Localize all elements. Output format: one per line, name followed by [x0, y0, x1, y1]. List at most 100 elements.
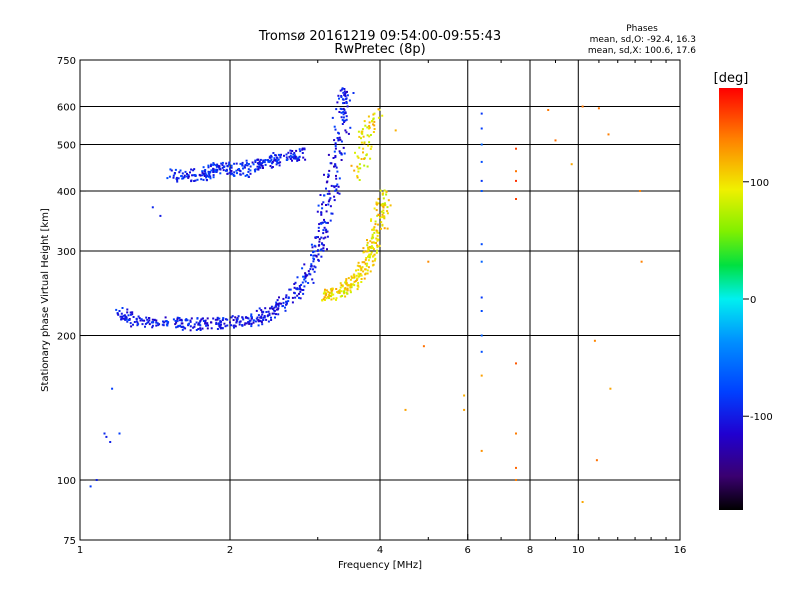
echo-point	[341, 98, 344, 101]
echo-point	[226, 324, 229, 327]
echo-point	[357, 167, 360, 170]
echo-point	[328, 190, 331, 193]
echo-point	[200, 318, 203, 321]
echo-point	[257, 324, 260, 327]
echo-point	[274, 316, 276, 319]
echo-point	[241, 316, 244, 319]
echo-point	[336, 291, 339, 293]
echo-point	[298, 288, 301, 291]
echo-point	[372, 254, 375, 257]
echo-point	[354, 280, 357, 283]
echo-point	[202, 166, 205, 169]
echo-point	[352, 283, 355, 286]
echo-point	[323, 226, 326, 229]
echo-point	[275, 313, 277, 316]
echo-point	[364, 273, 367, 276]
echo-point	[375, 251, 378, 254]
echo-point	[224, 169, 227, 172]
echo-point	[246, 174, 249, 176]
echo-point	[327, 176, 330, 178]
echo-point	[186, 175, 188, 178]
echo-point	[176, 316, 179, 319]
echo-point	[367, 248, 370, 251]
echo-point	[323, 290, 326, 293]
echo-point	[480, 243, 483, 246]
echo-point	[172, 174, 175, 177]
echo-point	[362, 247, 365, 250]
echo-point	[264, 307, 267, 310]
echo-point	[570, 163, 573, 166]
echo-point	[325, 289, 328, 292]
echo-point	[375, 209, 378, 212]
echo-point	[243, 165, 246, 168]
echo-point	[381, 216, 384, 219]
echo-point	[209, 177, 212, 180]
echo-point	[376, 249, 379, 252]
echo-point	[369, 134, 372, 136]
echo-point	[376, 231, 379, 234]
echo-point	[370, 145, 373, 148]
echo-point	[325, 231, 328, 234]
echo-point	[361, 266, 364, 269]
echo-point	[310, 254, 312, 257]
echo-point	[376, 203, 378, 206]
echo-point	[232, 324, 235, 327]
echo-point	[318, 223, 321, 226]
echo-point	[320, 236, 323, 239]
echo-point	[364, 124, 367, 127]
y-axis-ticks: 75 100 200 300 400 500 600 750	[57, 56, 86, 547]
echo-point	[123, 314, 126, 317]
echo-point	[343, 90, 346, 93]
echo-point	[197, 328, 200, 330]
echo-point	[115, 308, 118, 311]
echo-point	[334, 189, 337, 192]
echo-point	[250, 316, 253, 319]
echo-point	[212, 176, 215, 179]
echo-point	[221, 319, 224, 321]
echo-point	[370, 247, 373, 250]
echo-point	[238, 169, 241, 172]
echo-point	[357, 281, 360, 284]
echo-point	[327, 174, 330, 177]
echo-point	[346, 90, 348, 93]
echo-point	[199, 319, 202, 322]
echo-point	[350, 283, 353, 286]
echo-point	[323, 194, 326, 197]
echo-point	[291, 156, 294, 159]
echo-point	[380, 204, 383, 207]
echo-point	[331, 289, 334, 292]
echo-point	[376, 214, 379, 217]
echo-point	[270, 319, 273, 321]
echo-point	[289, 158, 292, 160]
echo-point	[369, 157, 372, 160]
echo-point	[358, 163, 361, 166]
echo-point	[346, 289, 349, 292]
echo-point	[322, 247, 325, 250]
echo-point	[283, 154, 285, 157]
echo-point	[298, 292, 300, 295]
echo-point	[371, 233, 374, 236]
echo-point	[350, 275, 353, 278]
echo-point	[212, 174, 215, 177]
echo-point	[235, 321, 238, 324]
echo-point	[215, 165, 218, 168]
echo-point	[347, 132, 350, 135]
echo-point	[135, 320, 138, 323]
echo-point	[126, 311, 129, 314]
echo-point	[120, 317, 123, 320]
echo-point	[295, 287, 298, 290]
echo-point	[313, 254, 316, 257]
echo-point	[207, 324, 209, 327]
echo-point	[343, 292, 346, 295]
echo-point	[180, 175, 183, 178]
echo-point	[95, 479, 98, 481]
echo-point	[296, 158, 299, 160]
echo-point	[480, 179, 483, 182]
echo-point	[195, 321, 198, 324]
echo-point	[216, 316, 219, 319]
echo-point	[515, 198, 517, 200]
echo-point	[320, 222, 323, 225]
echo-point	[337, 94, 340, 97]
echo-point	[201, 170, 204, 173]
echo-point	[378, 244, 381, 247]
